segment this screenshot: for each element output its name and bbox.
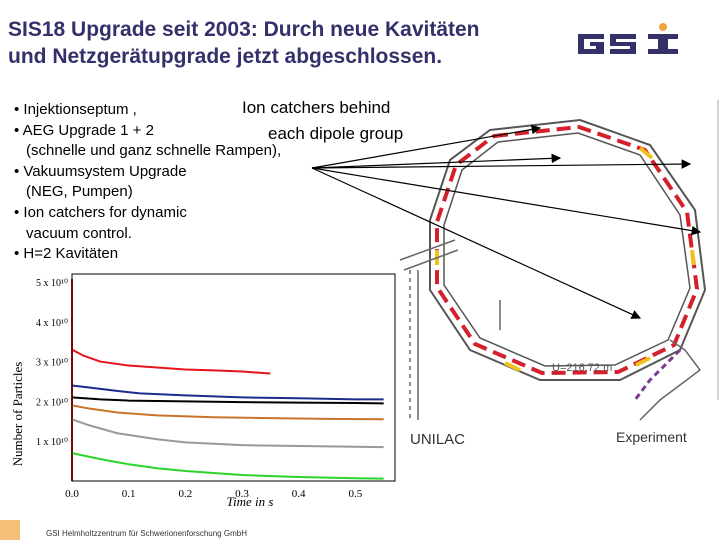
series-line-green: [71, 452, 384, 480]
sis18-ring-diagram: U=216,72 m UNILAC Experiment: [399, 100, 719, 448]
ring-magnets: [435, 124, 700, 376]
slide-title: SIS18 Upgrade seit 2003: Durch neue Kavi…: [8, 16, 568, 70]
x-tick-label: 0.5: [348, 488, 362, 500]
y-tick-label: 1 x 10¹⁰: [36, 437, 68, 448]
ring-outer: [429, 118, 707, 381]
particles-chart: 0.0 0.1 0.2 0.3 0.4 0.5 1 x 10¹⁰ 2 x 10¹⁰ 3 x 10…: [0, 266, 400, 526]
transfer-lines: [399, 239, 702, 421]
y-tick-label: 4 x 10¹⁰: [36, 318, 68, 329]
bullet-item: • Ion catchers for dynamic: [14, 203, 187, 221]
experiment-label: Experiment: [616, 429, 687, 445]
series-line-gray: [71, 418, 384, 449]
title-line-2: und Netzgerätupgrade jetzt abgeschlossen…: [8, 45, 443, 68]
series-line-black: [71, 396, 384, 405]
title-line-1: SIS18 Upgrade seit 2003: Durch neue Kavi…: [8, 18, 480, 41]
x-axis-label: Time in s: [227, 494, 274, 509]
y-tick-label: 2 x 10¹⁰: [36, 397, 68, 408]
bullet-item: • Injektionseptum ,: [14, 101, 137, 118]
x-tick-label: 0.2: [178, 488, 192, 500]
ring-inner: [443, 132, 691, 367]
x-tick-label: 0.4: [292, 488, 306, 500]
x-tick-label: 0.3: [235, 488, 249, 500]
unilac-label: UNILAC: [410, 431, 465, 448]
top-bar: [0, 0, 720, 3]
bullet-item: (schnelle und ganz schnelle Rampen),: [26, 142, 282, 160]
gsi-logo: [578, 23, 678, 54]
plot-axes: 0.0 0.1 0.2 0.3 0.4 0.5 1 x 10¹⁰ 2 x 10¹⁰ 3 x 10…: [36, 273, 396, 500]
x-tick-label: 0.1: [122, 488, 136, 500]
footer-text: GSI Helmholtzzentrum für Schwerionenfors…: [46, 529, 247, 538]
corner-accent: [0, 520, 20, 540]
y-tick-label: 3 x 10¹⁰: [36, 358, 68, 369]
plot-frame: [71, 273, 396, 482]
y-axis-label: Number of Particles: [10, 362, 25, 467]
series-line-orange: [71, 404, 384, 421]
bullet-item: vacuum control.: [26, 224, 132, 242]
y-tick-label: 5 x 10¹⁰: [36, 278, 68, 289]
bullet-item: • AEG Upgrade 1 + 2: [14, 121, 154, 139]
bullet-item: (NEG, Pumpen): [26, 183, 133, 201]
series-line-blue: [71, 384, 384, 401]
bullet-item: • Vakuumsystem Upgrade: [14, 162, 187, 180]
bullet-item: • H=2 Kavitäten: [14, 245, 119, 263]
ring-cavities: [435, 146, 696, 372]
bullet-list: • Injektionseptum , • AEG Upgrade 1 + 2 …: [14, 100, 414, 265]
x-tick-label: 0.0: [65, 488, 79, 500]
callout-line-1: Ion catchers behind: [242, 98, 391, 117]
circumference-label: U=216,72 m: [552, 362, 612, 374]
series-line-red: [71, 348, 271, 375]
